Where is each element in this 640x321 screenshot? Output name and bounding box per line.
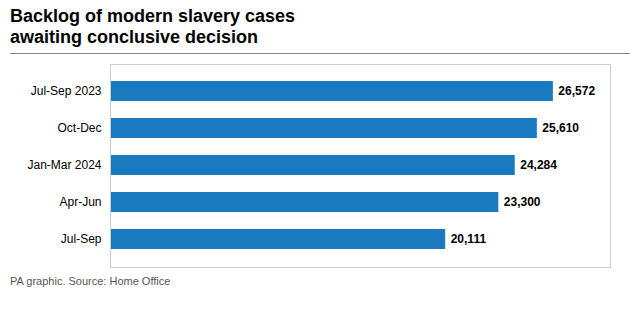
svg-text:24,284: 24,284 [520, 159, 557, 173]
svg-text:Jan-Mar 2024: Jan-Mar 2024 [27, 159, 101, 173]
svg-text:Apr-Jun: Apr-Jun [59, 196, 101, 210]
svg-text:20,111: 20,111 [451, 233, 487, 247]
svg-text:Oct-Dec: Oct-Dec [57, 122, 101, 136]
svg-text:23,300: 23,300 [504, 196, 541, 210]
html-text:PA graphic. Source: Home Offic: PA graphic. Source: Home Office [10, 275, 171, 288]
html-text:Backlog of modern slavery case: Backlog of modern slavery cases awaiting… [10, 6, 296, 47]
svg-text:Jul-Sep: Jul-Sep [61, 233, 102, 247]
svg-text:Jul-Sep 2023: Jul-Sep 2023 [31, 85, 102, 99]
svg-text:25,610: 25,610 [542, 122, 579, 136]
svg-text:26,572: 26,572 [558, 85, 595, 99]
